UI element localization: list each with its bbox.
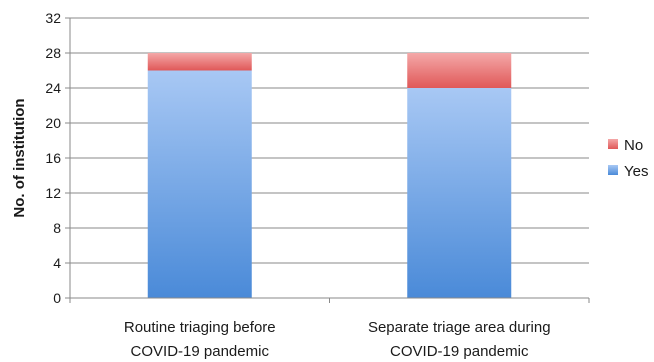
x-tick-label: Separate triage area during — [368, 319, 551, 336]
axis-layer: 0 4 8 12 16 20 24 28 32 Routine triaging before CO… — [45, 10, 590, 360]
y-tick-label: 16 — [45, 150, 61, 166]
legend-label-yes: Yes — [624, 163, 648, 180]
bar-yes-2 — [407, 88, 512, 298]
y-tick-label: 24 — [45, 80, 61, 96]
y-tick-label: 8 — [53, 220, 61, 236]
x-tick-label: COVID-19 pandemic — [390, 343, 529, 360]
legend-label-no: No — [624, 137, 643, 154]
legend-swatch-no — [608, 139, 618, 149]
x-tick-label: COVID-19 pandemic — [131, 343, 270, 360]
y-tick-label: 32 — [45, 10, 61, 26]
y-tick-label: 28 — [45, 45, 61, 61]
bar-layer — [147, 53, 512, 298]
legend: No Yes — [608, 137, 648, 180]
bar-yes-1 — [147, 70, 252, 298]
y-axis-label: No. of institution — [11, 98, 28, 217]
legend-swatch-yes — [608, 165, 618, 175]
y-tick-label: 20 — [45, 115, 61, 131]
y-tick-label: 0 — [53, 290, 61, 306]
bar-no-1 — [147, 53, 252, 71]
y-tick-label: 4 — [53, 255, 61, 271]
x-tick-label: Routine triaging before — [124, 319, 276, 336]
bar-no-2 — [407, 53, 512, 88]
y-tick-label: 12 — [45, 185, 61, 201]
